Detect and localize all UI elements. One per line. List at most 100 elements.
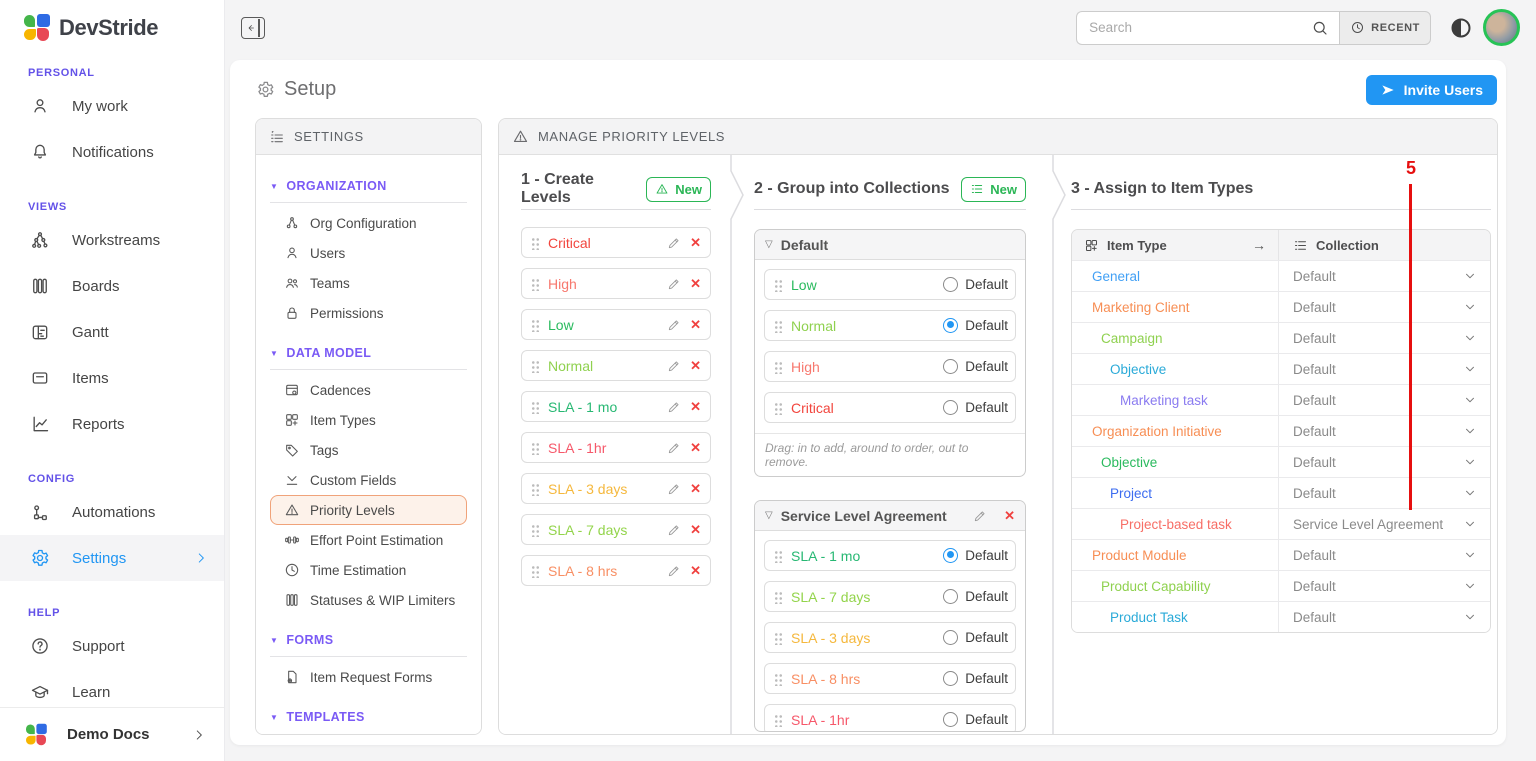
collection-level-row[interactable]: Critical Default xyxy=(764,392,1016,423)
settings-item-item-request-forms[interactable]: Item Request Forms xyxy=(270,662,467,692)
chevron-down-icon[interactable] xyxy=(1463,579,1477,593)
drag-handle-icon[interactable] xyxy=(531,399,539,414)
level-row[interactable]: SLA - 1hr ✕ xyxy=(521,432,711,463)
default-radio[interactable] xyxy=(943,671,959,686)
theme-toggle[interactable] xyxy=(1449,16,1473,40)
edit-icon[interactable] xyxy=(667,318,681,332)
collection-select[interactable]: Default xyxy=(1279,478,1490,508)
delete-icon[interactable]: ✕ xyxy=(690,234,701,250)
delete-icon[interactable]: ✕ xyxy=(690,562,701,578)
drag-handle-icon[interactable] xyxy=(531,235,539,250)
new-level-button[interactable]: New xyxy=(646,176,711,202)
edit-icon[interactable] xyxy=(667,277,681,291)
collection-select[interactable]: Default xyxy=(1279,385,1490,415)
collection-select[interactable]: Default xyxy=(1279,540,1490,570)
search-input[interactable] xyxy=(1076,10,1340,45)
sidebar-item-items[interactable]: Items xyxy=(0,355,224,401)
delete-icon[interactable]: ✕ xyxy=(690,357,701,373)
chevron-down-icon[interactable] xyxy=(1463,269,1477,283)
settings-group-organization[interactable]: ▼ ORGANIZATION xyxy=(270,179,387,193)
drag-handle-icon[interactable] xyxy=(531,440,539,455)
drag-handle-icon[interactable] xyxy=(774,671,782,686)
drag-handle-icon[interactable] xyxy=(774,400,782,415)
delete-icon[interactable]: ✕ xyxy=(1004,507,1015,523)
settings-group-forms[interactable]: ▼ FORMS xyxy=(270,633,334,647)
drag-handle-icon[interactable] xyxy=(774,359,782,374)
drag-handle-icon[interactable] xyxy=(774,712,782,727)
recent-button[interactable]: RECENT xyxy=(1339,10,1431,45)
chevron-down-icon[interactable] xyxy=(1463,393,1477,407)
default-radio[interactable] xyxy=(943,712,959,727)
collection-select[interactable]: Service Level Agreement xyxy=(1279,509,1490,539)
chevron-down-icon[interactable] xyxy=(1463,455,1477,469)
drag-handle-icon[interactable] xyxy=(774,318,782,333)
collection-select[interactable]: Default xyxy=(1279,416,1490,446)
sidebar-item-automations[interactable]: Automations xyxy=(0,489,224,535)
collapse-sidebar-button[interactable] xyxy=(241,16,265,39)
level-row[interactable]: SLA - 8 hrs ✕ xyxy=(521,555,711,586)
sidebar-item-learn[interactable]: Learn xyxy=(0,669,224,715)
settings-item-custom-fields[interactable]: Custom Fields xyxy=(270,465,467,495)
drag-handle-icon[interactable] xyxy=(774,548,782,563)
settings-item-org-configuration[interactable]: Org Configuration xyxy=(270,208,467,238)
new-collection-button[interactable]: New xyxy=(961,176,1026,202)
chevron-down-icon[interactable] xyxy=(1463,300,1477,314)
edit-icon[interactable] xyxy=(667,482,681,496)
collection-level-row[interactable]: SLA - 1hr Default xyxy=(764,704,1016,731)
delete-icon[interactable]: ✕ xyxy=(690,439,701,455)
level-row[interactable]: SLA - 3 days ✕ xyxy=(521,473,711,504)
level-row[interactable]: Low ✕ xyxy=(521,309,711,340)
collection-level-row[interactable]: SLA - 8 hrs Default xyxy=(764,663,1016,694)
edit-icon[interactable] xyxy=(667,523,681,537)
settings-item-statuses-wip-limiters[interactable]: Statuses & WIP Limiters xyxy=(270,585,467,615)
drag-handle-icon[interactable] xyxy=(531,481,539,496)
delete-icon[interactable]: ✕ xyxy=(690,316,701,332)
sidebar-item-gantt[interactable]: Gantt xyxy=(0,309,224,355)
collection-select[interactable]: Default xyxy=(1279,261,1490,291)
chevron-down-icon[interactable] xyxy=(1463,486,1477,500)
level-row[interactable]: Normal ✕ xyxy=(521,350,711,381)
level-row[interactable]: High ✕ xyxy=(521,268,711,299)
level-row[interactable]: SLA - 1 mo ✕ xyxy=(521,391,711,422)
collection-header[interactable]: ▽ Service Level Agreement ✕ xyxy=(755,501,1025,531)
collection-select[interactable]: Default xyxy=(1279,354,1490,384)
delete-icon[interactable]: ✕ xyxy=(690,398,701,414)
sidebar-item-workstreams[interactable]: Workstreams xyxy=(0,217,224,263)
drag-handle-icon[interactable] xyxy=(774,630,782,645)
chevron-down-icon[interactable] xyxy=(1463,424,1477,438)
default-radio[interactable] xyxy=(943,630,959,645)
drag-handle-icon[interactable] xyxy=(531,276,539,291)
edit-icon[interactable] xyxy=(667,236,681,250)
collection-select[interactable]: Default xyxy=(1279,292,1490,322)
user-avatar[interactable] xyxy=(1483,9,1520,46)
chevron-down-icon[interactable] xyxy=(1463,548,1477,562)
sidebar-item-notifications[interactable]: Notifications xyxy=(0,129,224,175)
chevron-down-icon[interactable] xyxy=(1463,610,1477,624)
sidebar-footer-demo-docs[interactable]: Demo Docs xyxy=(0,707,224,761)
collection-level-row[interactable]: Low Default xyxy=(764,269,1016,300)
sidebar-item-my-work[interactable]: My work xyxy=(0,83,224,129)
collection-select[interactable]: Default xyxy=(1279,323,1490,353)
settings-item-cadences[interactable]: Cadences xyxy=(270,375,467,405)
settings-item-users[interactable]: Users xyxy=(270,238,467,268)
settings-item-item-types[interactable]: Item Types xyxy=(270,405,467,435)
settings-item-priority-levels[interactable]: Priority Levels xyxy=(270,495,467,525)
level-row[interactable]: Critical ✕ xyxy=(521,227,711,258)
default-radio[interactable] xyxy=(943,277,959,292)
settings-item-teams[interactable]: Teams xyxy=(270,268,467,298)
delete-icon[interactable]: ✕ xyxy=(690,480,701,496)
collection-select[interactable]: Default xyxy=(1279,602,1490,632)
collection-select[interactable]: Default xyxy=(1279,571,1490,601)
default-radio[interactable] xyxy=(943,359,959,374)
settings-item-tags[interactable]: Tags xyxy=(270,435,467,465)
collection-level-row[interactable]: SLA - 7 days Default xyxy=(764,581,1016,612)
invite-users-button[interactable]: Invite Users xyxy=(1365,75,1497,105)
delete-icon[interactable]: ✕ xyxy=(690,275,701,291)
default-radio[interactable] xyxy=(943,548,959,563)
brand-logo[interactable]: DevStride xyxy=(0,0,224,41)
sidebar-item-settings[interactable]: Settings xyxy=(0,535,224,581)
settings-item-effort-point-estimation[interactable]: Effort Point Estimation xyxy=(270,525,467,555)
sidebar-item-boards[interactable]: Boards xyxy=(0,263,224,309)
collection-select[interactable]: Default xyxy=(1279,447,1490,477)
drag-handle-icon[interactable] xyxy=(531,358,539,373)
